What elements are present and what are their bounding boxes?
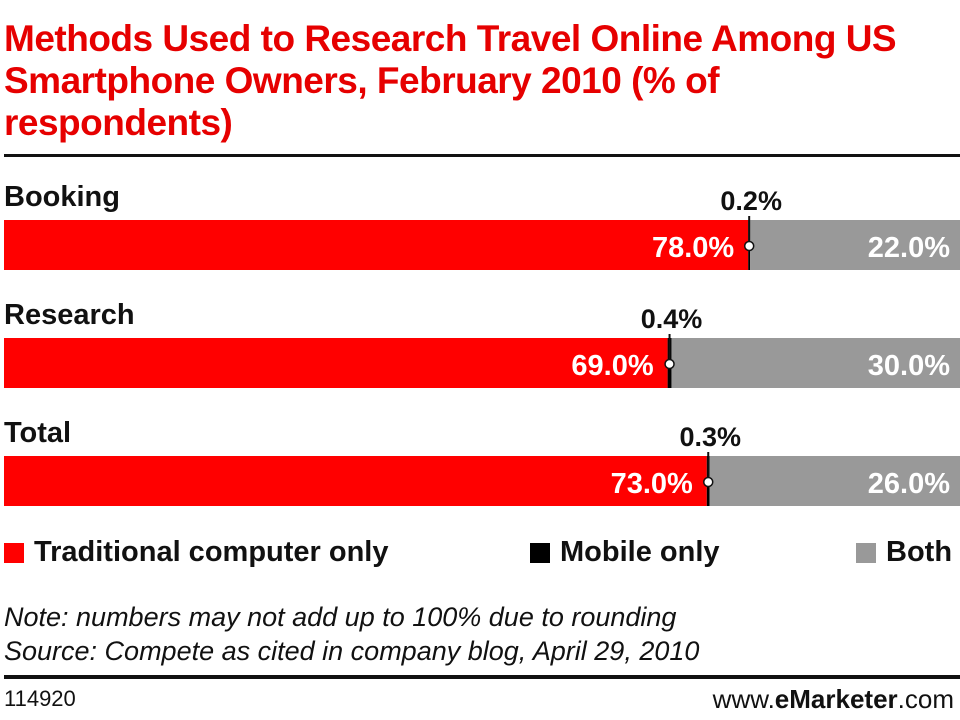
data-label-traditional: 69.0% <box>571 350 653 382</box>
callout-dot <box>743 240 755 252</box>
legend-item: Both <box>856 536 952 569</box>
data-label-mobile-only: 0.3% <box>679 422 741 452</box>
site-brand: eMarketer <box>774 684 898 714</box>
bar-both <box>671 338 960 388</box>
data-label-both: 22.0% <box>868 232 950 264</box>
data-label-traditional: 78.0% <box>652 232 734 264</box>
stacked-bar-chart: Booking 78.0% 22.0% 0.2% Research 69.0% 30.0% 0… <box>4 181 960 506</box>
data-label-mobile-only: 0.4% <box>641 304 703 334</box>
title-divider <box>4 154 960 157</box>
data-label-mobile-only: 0.2% <box>720 186 782 216</box>
category-label: Total <box>4 417 71 449</box>
legend-swatch <box>4 542 24 563</box>
legend: Traditional computer only Mobile only Both <box>4 536 960 576</box>
legend-label: Traditional computer only <box>34 536 389 568</box>
footer-divider <box>4 675 960 679</box>
site-prefix: www. <box>712 684 775 714</box>
bar-traditional-computer-only <box>4 456 707 506</box>
legend-label: Mobile only <box>560 536 720 568</box>
legend-item: Traditional computer only <box>4 536 389 569</box>
bar-both <box>750 220 960 270</box>
category-label: Booking <box>4 181 120 213</box>
data-label-traditional: 73.0% <box>611 468 693 500</box>
data-label-both: 30.0% <box>868 350 950 382</box>
chart-id: 114920 <box>4 686 76 711</box>
legend-swatch <box>856 542 876 563</box>
site-url: www.eMarketer.com <box>713 684 954 715</box>
bar-traditional-computer-only <box>4 220 749 270</box>
site-suffix: .com <box>897 684 954 714</box>
legend-label: Both <box>886 536 953 568</box>
legend-item: Mobile only <box>530 536 720 569</box>
legend-swatch <box>530 542 550 563</box>
notes: Note: numbers may not add up to 100% due… <box>4 600 699 668</box>
callout-dot <box>702 476 714 488</box>
note-text: Note: numbers may not add up to 100% due… <box>4 602 677 632</box>
callout-dot <box>664 358 675 370</box>
bar-traditional-computer-only <box>4 338 668 388</box>
source-text: Source: Compete as cited in company blog… <box>4 636 700 666</box>
bar-both <box>709 456 960 506</box>
data-label-both: 26.0% <box>868 468 950 500</box>
chart-title: Methods Used to Research Travel Online A… <box>4 18 897 143</box>
category-label: Research <box>4 299 135 331</box>
